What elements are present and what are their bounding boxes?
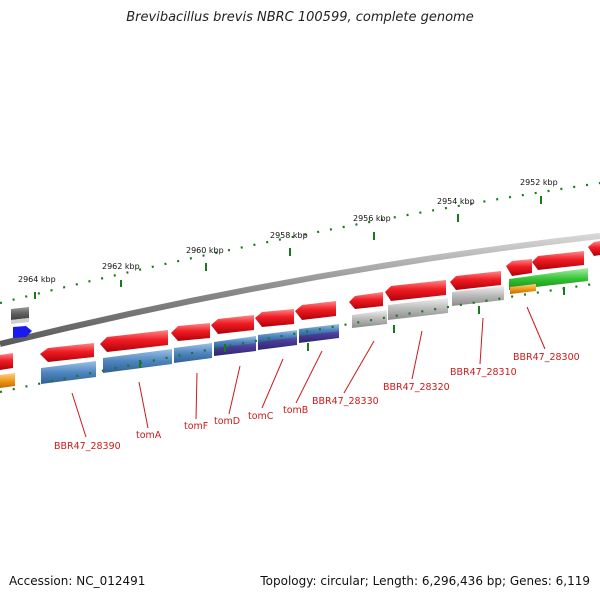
gene-label: BBR47_28330 — [312, 396, 379, 407]
leader-line — [479, 317, 484, 365]
gene-arrow — [100, 330, 168, 352]
leader-lines — [71, 306, 546, 438]
leader-line — [71, 392, 87, 438]
cds-orange — [0, 373, 15, 388]
map-title: Brevibacillus brevis NBRC 100599, comple… — [126, 10, 474, 25]
leader-line — [228, 365, 241, 415]
gene-label: BBR47_28300 — [513, 352, 580, 363]
cds-blue — [41, 361, 96, 384]
gene-arrow — [532, 251, 584, 270]
genome-backbone — [0, 233, 600, 347]
cds-grey — [452, 286, 504, 306]
gene-arrow — [295, 301, 336, 320]
cds-grey — [388, 298, 448, 320]
gene-arrow — [171, 323, 210, 341]
inner-scale-ticks — [0, 281, 600, 394]
accession-text: Accession: NC_012491 — [9, 574, 146, 588]
gene-arrow — [255, 309, 294, 327]
feature-dark — [11, 307, 29, 320]
gene-label: BBR47_28390 — [54, 441, 121, 452]
gene-arrows — [0, 241, 600, 370]
scale-label: 2960 kbp — [186, 246, 224, 255]
cds-blue — [103, 349, 172, 373]
gene-label: tomC — [248, 411, 274, 422]
leader-line — [343, 340, 375, 394]
cds-orange — [510, 284, 536, 294]
gene-arrow — [506, 259, 532, 276]
scale-label: 2958 kbp — [270, 231, 308, 240]
topology-text: Topology: circular; Length: 6,296,436 bp… — [260, 574, 590, 588]
scale-label: 2954 kbp — [437, 197, 475, 206]
leader-line — [261, 358, 284, 409]
gene-arrow — [349, 292, 383, 309]
gene-label: BBR47_28310 — [450, 367, 517, 378]
gene-arrow — [40, 343, 94, 362]
scale-label: 2964 kbp — [18, 275, 56, 284]
gene-arrow — [588, 241, 600, 256]
gene-arrow — [450, 271, 501, 290]
leader-line — [295, 350, 323, 404]
cds-blue — [258, 330, 297, 342]
scale-labels: 2964 kbp 2962 kbp 2960 kbp 2958 kbp 2956… — [18, 178, 558, 284]
feature-grey-small — [11, 318, 29, 324]
gene-arrow — [385, 280, 446, 301]
cds-grey — [352, 310, 387, 328]
gene-arrow — [211, 315, 254, 334]
cds-green — [509, 268, 588, 290]
scale-label: 2962 kbp — [102, 262, 140, 271]
gene-arrow — [0, 353, 13, 370]
scale-label: 2956 kbp — [353, 214, 391, 223]
leader-line — [526, 306, 546, 350]
scale-label: 2952 kbp — [520, 178, 558, 187]
gene-label: tomA — [136, 430, 162, 441]
leader-line — [138, 381, 149, 429]
feature-blue-arrow — [13, 326, 32, 338]
cds-blue — [299, 324, 339, 336]
gene-label: tomB — [283, 405, 308, 416]
gene-label: tomF — [184, 421, 208, 432]
gene-label: BBR47_28320 — [383, 382, 450, 393]
leader-line — [195, 372, 198, 420]
gene-labels: BBR47_28390 tomA tomF tomD tomC tomB BBR… — [54, 352, 580, 452]
leader-line — [411, 330, 423, 380]
scale-ticks — [0, 181, 600, 305]
gene-label: tomD — [214, 416, 240, 427]
